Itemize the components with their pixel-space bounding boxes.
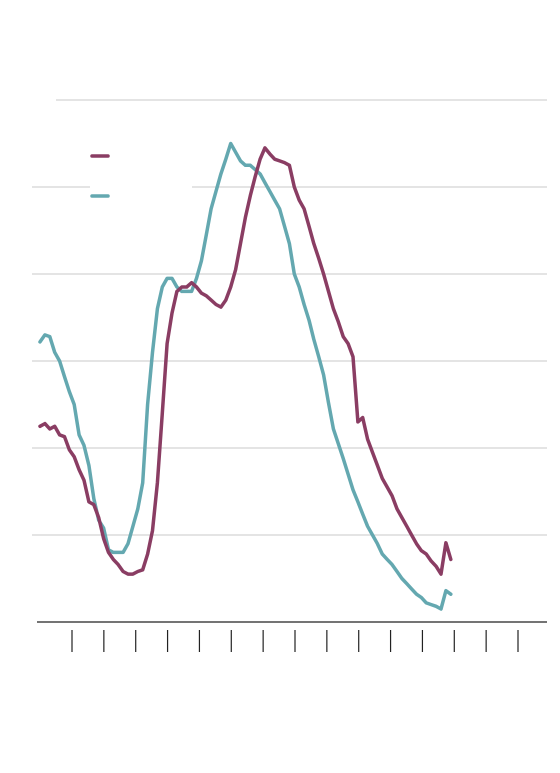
x-axis xyxy=(37,621,547,652)
legend xyxy=(90,154,192,200)
series-lines xyxy=(38,141,453,611)
series-line-1 xyxy=(38,146,453,576)
